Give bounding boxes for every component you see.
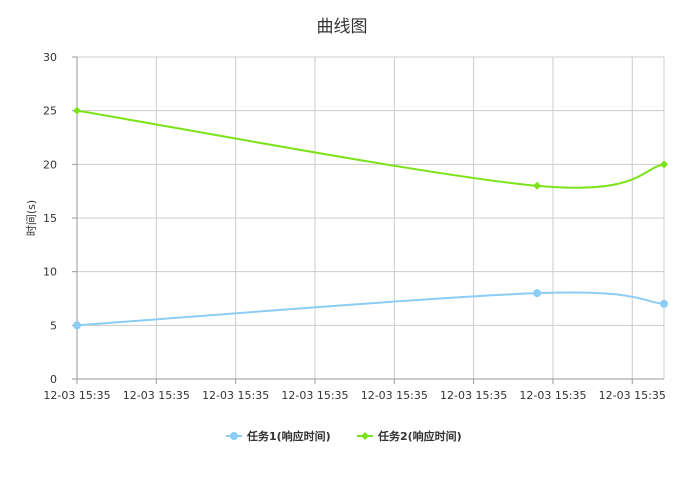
x-tick-label: 12-03 15:35 [440,389,507,402]
y-axis-title: 时间(s) [25,200,38,236]
series-1 [73,289,668,330]
legend-marker-diamond [361,432,369,440]
x-tick-label: 12-03 15:35 [123,389,190,402]
x-tick-label: 12-03 15:35 [599,389,666,402]
data-point[interactable] [533,289,542,298]
x-tick-label: 12-03 15:35 [281,389,348,402]
x-tick-label: 12-03 15:35 [43,389,110,402]
axes: 0 5 10 15 20 25 30 12-03 15:35 12-03 15:35 12-03 … [43,51,666,402]
y-tick-label: 20 [43,158,57,171]
y-tick-label: 0 [50,373,57,386]
legend-label: 任务2(响应时间) [377,429,462,443]
y-tick-label: 25 [43,105,57,118]
data-point[interactable] [660,160,668,169]
grid [77,56,665,379]
x-tick-label: 12-03 15:35 [202,389,269,402]
y-tick-label: 10 [43,266,57,279]
series-1-line [76,291,665,327]
data-point[interactable] [533,181,542,190]
data-point[interactable] [73,106,81,115]
y-tick-label: 15 [43,212,57,225]
legend-item-1[interactable]: 任务1(响应时间) [226,429,331,443]
legend[interactable]: 任务1(响应时间) 任务2(响应时间) [226,429,462,443]
legend-marker-circle [230,432,238,440]
series-2-line [76,109,665,189]
y-tick-label: 5 [50,319,57,332]
y-tick-label: 30 [43,51,57,64]
chart-title: 曲线图 [317,17,368,37]
series-2 [73,106,668,190]
legend-label: 任务1(响应时间) [246,429,331,443]
data-point[interactable] [73,321,81,330]
x-tick-label: 12-03 15:35 [361,389,428,402]
series-layer [73,106,668,330]
legend-item-2[interactable]: 任务2(响应时间) [357,429,462,443]
data-point[interactable] [660,299,668,308]
x-tick-label: 12-03 15:35 [519,389,586,402]
